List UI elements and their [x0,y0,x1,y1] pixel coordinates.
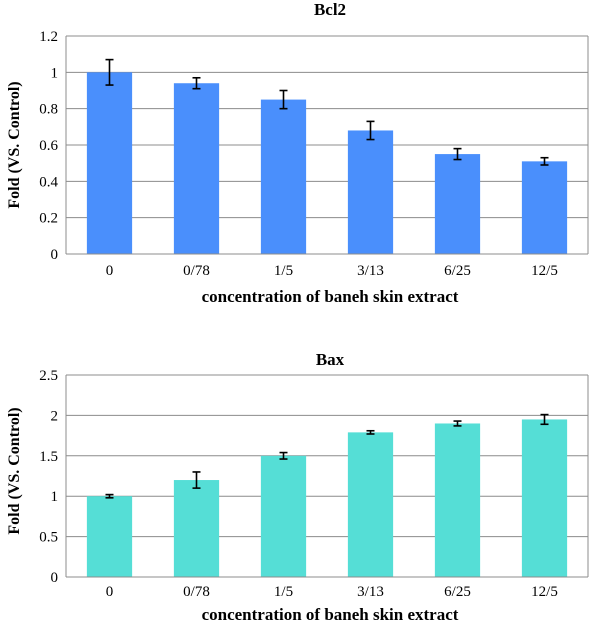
y-tick-label: 1.2 [39,29,58,45]
y-axis-label: Fold (VS. Control) [6,407,23,535]
y-tick-label: 1 [51,65,59,81]
y-tick-label: 0.2 [39,211,58,227]
y-tick-label: 0.8 [39,102,58,118]
x-tick-label: 3/13 [357,584,384,600]
x-tick-label: 12/5 [531,584,558,600]
x-tick-label: 1/5 [274,584,293,600]
x-tick-label: 0 [106,584,114,600]
bax-plot: 0 0.5 1 1.5 2 2.5 0 0/78 1/5 3/13 6/25 12/5 [39,368,589,600]
x-tick-label: 6/25 [444,584,471,600]
chart-title: Bcl2 [313,0,347,19]
x-tick-label: 0/78 [183,263,210,279]
x-tick-label: 1/5 [274,263,293,279]
bcl2-plot: 0 0.2 0.4 0.6 0.8 1 1.2 0 0/78 1/5 3/13 6/25 12/5 [39,29,589,279]
bcl2-chart: Bcl2 0 0.2 0.4 0.6 0.8 1 1.2 0 0/78 1/5 3/13 6/25 12… [6,0,589,306]
y-tick-label: 1.5 [39,449,58,465]
bar [521,161,568,254]
x-tick-label: 0 [106,263,114,279]
bar [347,130,394,254]
bar [173,83,220,254]
bar [521,419,568,577]
y-tick-label: 0 [51,247,59,263]
x-axis-label: concentration of baneh skin extract [201,287,459,306]
y-tick-label: 1 [51,489,59,505]
bar [434,154,481,254]
bar [347,432,394,577]
x-tick-label: 0/78 [183,584,210,600]
x-tick-label: 3/13 [357,263,384,279]
y-tick-label: 0 [51,570,59,586]
y-tick-label: 0.6 [39,138,58,154]
y-tick-label: 2 [51,408,59,424]
bar [86,496,133,577]
bar [86,72,133,254]
bar [260,455,307,577]
x-axis-label: concentration of baneh skin extract [201,605,459,624]
bar [260,99,307,254]
chart-title: Bax [315,350,345,369]
x-tick-label: 12/5 [531,263,558,279]
y-axis-label: Fold (VS. Control) [6,81,23,209]
bar [434,423,481,577]
y-tick-label: 0.5 [39,530,58,546]
y-tick-label: 2.5 [39,368,58,384]
x-tick-label: 6/25 [444,263,471,279]
bax-chart: Bax 0 0.5 1 1.5 2 2.5 0 0/78 1/5 3/13 6/25 12/5 con… [0,340,600,631]
bar [173,480,220,577]
y-tick-label: 0.4 [39,174,58,190]
